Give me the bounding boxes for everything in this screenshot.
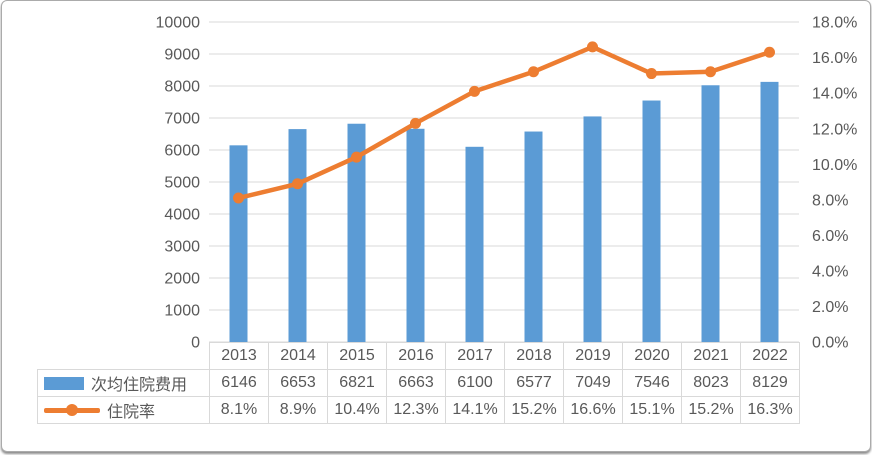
year-cell: 2019 <box>563 342 623 370</box>
table-row-rate: 住院率 8.1% 8.9% 10.4% 12.3% 14.1% 15.2% 16.6% 15.… <box>37 396 800 424</box>
cost-cell: 6100 <box>445 369 505 397</box>
year-cell: 2014 <box>268 342 328 370</box>
left-axis-tick-label: 8000 <box>164 79 200 96</box>
right-axis-tick-label: 16.0% <box>812 50 857 67</box>
bar <box>347 123 366 342</box>
cost-cell: 8023 <box>681 369 741 397</box>
left-axis-labels: 0 1000 2000 3000 4000 5000 6000 7000 8000 9000 100… <box>156 15 201 352</box>
left-axis-tick-label: 4000 <box>164 207 200 224</box>
line-marker <box>233 192 244 204</box>
line-marker <box>469 85 480 97</box>
table-blank-cell <box>38 343 210 370</box>
line-series <box>233 41 775 204</box>
bar <box>288 129 307 342</box>
cost-cell: 6821 <box>327 369 387 397</box>
right-axis-tick-label: 10.0% <box>812 157 857 174</box>
line-marker <box>587 41 598 53</box>
year-cell: 2013 <box>209 342 269 370</box>
right-axis-tick-label: 14.0% <box>812 86 857 103</box>
line-marker <box>764 46 775 58</box>
rate-cell: 8.1% <box>209 396 269 424</box>
bar-series <box>229 81 779 342</box>
line-legend-marker-icon <box>66 404 78 416</box>
bar <box>524 131 543 342</box>
rate-cell: 8.9% <box>268 396 328 424</box>
right-axis-tick-label: 4.0% <box>812 263 848 280</box>
line-marker <box>705 66 716 78</box>
year-cell: 2022 <box>740 342 800 370</box>
cost-cell: 7546 <box>622 369 682 397</box>
bar <box>465 146 484 342</box>
bar <box>701 85 720 342</box>
left-axis-tick-label: 9000 <box>164 47 200 64</box>
rate-cell: 14.1% <box>445 396 505 424</box>
table-row-cost: 次均住院费用 6146 6653 6821 6663 6100 6577 7049 7546 8… <box>37 369 800 397</box>
right-axis-tick-label: 6.0% <box>812 228 848 245</box>
legend-cell-rate: 住院率 <box>37 396 210 424</box>
year-cell: 2018 <box>504 342 564 370</box>
left-axis-tick-label: 6000 <box>164 143 200 160</box>
legend-cell-cost: 次均住院费用 <box>37 369 210 397</box>
left-axis-tick-label: 1000 <box>164 303 200 320</box>
year-cell: 2017 <box>445 342 505 370</box>
rate-cell: 15.1% <box>622 396 682 424</box>
line-path <box>236 44 772 201</box>
rate-cell: 16.3% <box>740 396 800 424</box>
line-marker <box>292 178 303 190</box>
cost-cell: 6146 <box>209 369 269 397</box>
left-axis-tick-label: 3000 <box>164 239 200 256</box>
rate-cell: 15.2% <box>504 396 564 424</box>
cost-cell: 7049 <box>563 369 623 397</box>
line-marker <box>646 68 657 80</box>
cost-cell: 8129 <box>740 369 800 397</box>
bar-legend-label: 次均住院费用 <box>91 377 188 394</box>
year-cell: 2016 <box>386 342 446 370</box>
rate-cell: 10.4% <box>327 396 387 424</box>
cost-cell: 6653 <box>268 369 328 397</box>
year-cell: 2021 <box>681 342 741 370</box>
left-axis-tick-label: 2000 <box>164 271 200 288</box>
cost-cell: 6663 <box>386 369 446 397</box>
right-axis-tick-label: 2.0% <box>812 299 848 316</box>
line-legend-swatch <box>44 404 100 416</box>
bar <box>642 100 661 342</box>
right-axis-tick-label: 18.0% <box>812 15 857 32</box>
cost-cell: 6577 <box>504 369 564 397</box>
rate-cell: 15.2% <box>681 396 741 424</box>
line-marker <box>528 66 539 78</box>
left-axis-tick-label: 0 <box>191 335 200 352</box>
bar-legend-swatch <box>44 376 84 390</box>
right-axis-tick-label: 0.0% <box>812 335 848 352</box>
right-axis-tick-label: 12.0% <box>812 121 857 138</box>
bar <box>583 116 602 342</box>
year-cell: 2015 <box>327 342 387 370</box>
line-legend-label: 住院率 <box>107 404 156 421</box>
left-axis-tick-label: 10000 <box>156 15 201 32</box>
table-row-years: 2013 2014 2015 2016 2017 2018 2019 2020 2021 2022 <box>38 342 800 370</box>
rate-cell: 16.6% <box>563 396 623 424</box>
left-axis-tick-label: 5000 <box>164 175 200 192</box>
line-marker <box>410 117 421 129</box>
line-marker <box>351 151 362 163</box>
bar <box>406 128 425 342</box>
year-cell: 2020 <box>622 342 682 370</box>
bar <box>229 145 248 342</box>
data-table: 2013 2014 2015 2016 2017 2018 2019 2020 2021 2022… <box>37 342 800 424</box>
rate-cell: 12.3% <box>386 396 446 424</box>
right-axis-labels: 0.0% 2.0% 4.0% 6.0% 8.0% 10.0% 12.0% 14.0% 16.0%… <box>812 15 857 352</box>
right-axis-tick-label: 8.0% <box>812 192 848 209</box>
bar <box>760 81 779 342</box>
left-axis-tick-label: 7000 <box>164 111 200 128</box>
